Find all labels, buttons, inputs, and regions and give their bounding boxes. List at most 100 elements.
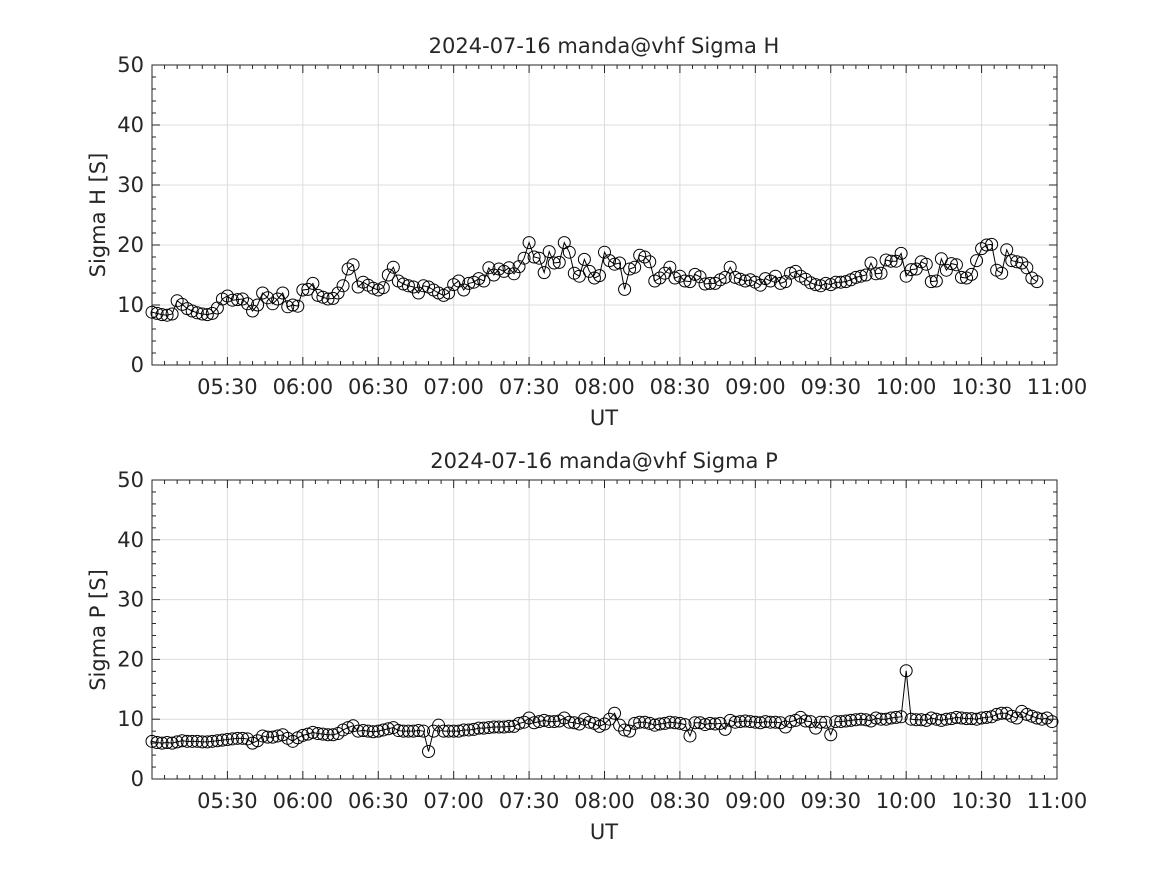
sigma-h-data-point [366, 281, 380, 295]
sigma-p-data-point [190, 734, 204, 748]
sigma-p-ytick-label: 20 [117, 647, 144, 671]
sigma-h-data-point [763, 274, 777, 288]
sigma-h-data-point [949, 258, 963, 272]
sigma-h-data-point [381, 268, 395, 282]
sigma-p-data-point [884, 711, 898, 725]
sigma-h-data-point [728, 270, 742, 284]
sigma-p-data-point [633, 715, 647, 729]
sigma-h-data-point [738, 274, 752, 288]
sigma-p-data-point [170, 735, 184, 749]
sigma-h-data-point [336, 279, 350, 293]
sigma-p-data-point [995, 706, 1009, 720]
sigma-h-data-point [190, 306, 204, 320]
sigma-p-data-point [366, 725, 380, 739]
sigma-p-data-point [799, 714, 813, 728]
sigma-p-data-point [899, 664, 913, 678]
sigma-h-data-point [200, 308, 214, 322]
sigma-h-data-point [668, 271, 682, 285]
sigma-p-data-point [371, 724, 385, 738]
sigma-h-data-point [834, 275, 848, 289]
sigma-h-data-point [623, 262, 637, 276]
sigma-p-data-point [396, 724, 410, 738]
sigma-h-data-point [281, 300, 295, 314]
sigma-h-data-point [542, 245, 556, 259]
sigma-h-data-point [266, 297, 280, 311]
sigma-h-data-point [965, 267, 979, 281]
sigma-p-data-point [628, 716, 642, 730]
sigma-p-data-point [261, 730, 275, 744]
sigma-h-data-point [829, 275, 843, 289]
sigma-h-xtick-label: 10:00 [876, 375, 937, 399]
sigma-p-xtick-label: 06:00 [273, 789, 334, 813]
sigma-p-data-point [698, 718, 712, 732]
sigma-p-data-point [960, 712, 973, 726]
sigma-h-data-point [904, 263, 918, 277]
sigma-p-data-point [341, 721, 355, 735]
sigma-p-data-point [944, 712, 958, 726]
sigma-p-data-point [879, 712, 893, 726]
sigma-h-data-point [311, 288, 325, 302]
sigma-h-data-point [879, 253, 893, 267]
sigma-p-data-point [939, 712, 953, 726]
sigma-h-data-point [899, 269, 913, 283]
sigma-p-data-point [467, 722, 481, 736]
sigma-h-y-axis-label: Sigma H [S] [86, 153, 110, 278]
sigma-p-data-point [537, 713, 551, 727]
sigma-p-data-point [160, 736, 174, 750]
sigma-h-data-point [1030, 275, 1044, 289]
sigma-p-data-point [487, 720, 501, 734]
sigma-h-xtick-label: 07:00 [423, 375, 484, 399]
sigma-h-data-point [236, 292, 249, 306]
sigma-p-data-point [225, 732, 239, 746]
sigma-h-data-point [919, 257, 933, 271]
sigma-p-data-point [185, 734, 199, 748]
sigma-p-data-point [773, 716, 787, 730]
sigma-p-data-point [889, 710, 903, 724]
sigma-p-data-point [738, 714, 752, 728]
sigma-p-data-point [482, 721, 496, 735]
sigma-p-data-point [894, 710, 908, 724]
sigma-h-data-point [884, 254, 898, 268]
sigma-h-data-point [939, 263, 953, 277]
sigma-p-data-point [391, 724, 405, 738]
sigma-h-data-point [693, 270, 707, 284]
sigma-h-data-point [854, 269, 868, 283]
sigma-p-data-point [406, 724, 420, 738]
sigma-p-data-point [779, 720, 792, 734]
sigma-p-data-point [271, 729, 285, 743]
sigma-p-data-point [904, 712, 918, 726]
sigma-p-data-point [623, 724, 637, 738]
sigma-p-data-point [477, 721, 491, 735]
sigma-h-series [145, 236, 1044, 322]
sigma-h-xtick-label: 05:30 [197, 375, 258, 399]
sigma-p-data-point [376, 723, 390, 737]
sigma-p-data-point [924, 711, 938, 725]
sigma-h-data-point [351, 280, 365, 294]
sigma-h-data-point [894, 246, 908, 260]
sigma-p-data-point [658, 716, 672, 730]
sigma-h-data-point [633, 248, 647, 262]
sigma-h-data-point [678, 274, 692, 288]
sigma-p-data-point [733, 715, 747, 729]
sigma-h-data-point [517, 251, 531, 265]
sigma-h-data-point [784, 266, 798, 280]
sigma-p-data-point [311, 727, 325, 741]
sigma-h-data-point [547, 256, 561, 270]
sigma-h-data-point [718, 270, 732, 284]
sigma-h-data-point [376, 281, 390, 295]
sigma-h-data-point [251, 298, 265, 312]
sigma-p-data-point [934, 713, 948, 727]
sigma-p-data-point [502, 719, 516, 733]
sigma-p-x-axis-label: UT [590, 820, 618, 844]
sigma-h-data-point [562, 245, 576, 259]
sigma-h-data-point [849, 270, 863, 284]
sigma-p-data-point [547, 715, 561, 729]
sigma-p-data-point [522, 711, 536, 725]
sigma-p-data-point [457, 723, 471, 737]
sigma-p-data-point [215, 733, 229, 747]
sigma-p-data-point [688, 716, 702, 730]
sigma-h-data-point [160, 308, 174, 322]
sigma-p-ytick-label: 30 [117, 588, 144, 612]
sigma-h-data-point [165, 307, 179, 321]
sigma-p-data-point [970, 712, 984, 726]
